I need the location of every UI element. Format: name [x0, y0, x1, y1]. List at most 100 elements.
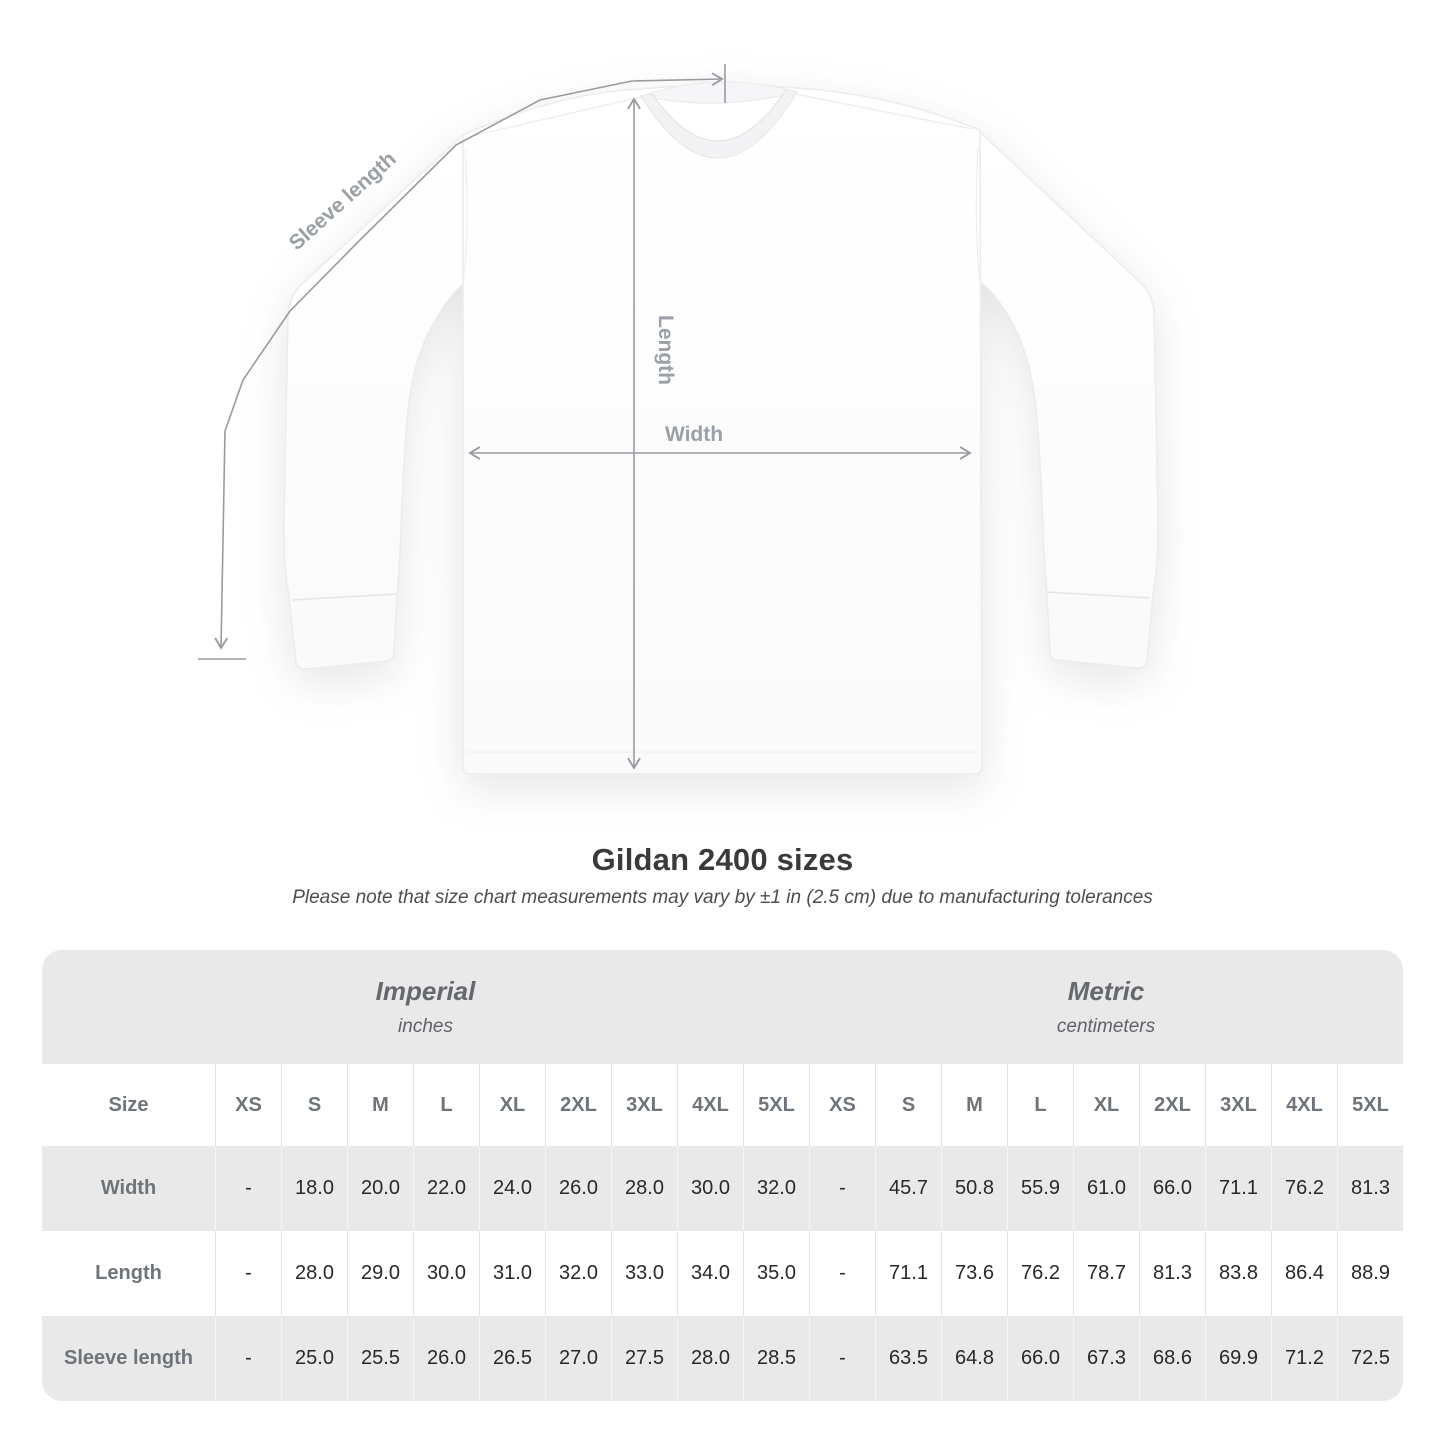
- imperial-value-cell: -: [215, 1316, 281, 1401]
- metric-value-cell: 76.2: [1271, 1146, 1337, 1231]
- metric-value-cell: -: [809, 1146, 875, 1231]
- metric-value-cell: 71.1: [1205, 1146, 1271, 1231]
- size-col-header: 5XL: [743, 1064, 809, 1146]
- imperial-value-cell: 29.0: [347, 1231, 413, 1316]
- imperial-value-cell: 28.0: [281, 1231, 347, 1316]
- shirt-right-sleeve: [979, 130, 1159, 669]
- size-col-header: 2XL: [1139, 1064, 1205, 1146]
- imperial-unit: inches: [398, 1016, 453, 1037]
- metric-value-cell: 69.9: [1205, 1316, 1271, 1401]
- imperial-value-cell: 34.0: [677, 1231, 743, 1316]
- imperial-value-cell: 27.0: [545, 1316, 611, 1401]
- imperial-value-cell: 28.5: [743, 1316, 809, 1401]
- right-cuff-seam: [1045, 591, 1151, 599]
- size-table: Imperial inches Metric centimeters Size X…: [42, 950, 1403, 1401]
- metric-value-cell: 45.7: [875, 1146, 941, 1231]
- imperial-header: Imperial inches: [42, 950, 809, 1064]
- metric-value-cell: 88.9: [1337, 1231, 1403, 1316]
- size-col-header: XL: [479, 1064, 545, 1146]
- imperial-value-cell: 32.0: [545, 1231, 611, 1316]
- title-block: Gildan 2400 sizes Please note that size …: [0, 842, 1445, 909]
- metric-value-cell: 64.8: [941, 1316, 1007, 1401]
- imperial-value-cell: 27.5: [611, 1316, 677, 1401]
- metric-unit: centimeters: [1056, 1016, 1156, 1037]
- sleeve-length-line: [214, 72, 724, 650]
- imperial-value-cell: 32.0: [743, 1146, 809, 1231]
- size-header-label: Size: [108, 1093, 149, 1116]
- width-label: Width: [665, 423, 723, 446]
- imperial-value-cell: -: [215, 1231, 281, 1316]
- measurement-lines: [198, 64, 972, 770]
- metric-value-cell: 83.8: [1205, 1231, 1271, 1316]
- metric-value-cell: 66.0: [1007, 1316, 1073, 1401]
- imperial-value-cell: 25.0: [281, 1316, 347, 1401]
- imperial-value-cell: 25.5: [347, 1316, 413, 1401]
- imperial-value-cell: 30.0: [677, 1146, 743, 1231]
- size-col-header: 3XL: [1205, 1064, 1271, 1146]
- imperial-value-cell: 24.0: [479, 1146, 545, 1231]
- imperial-title: Imperial: [375, 976, 476, 1006]
- size-col-header: XS: [809, 1064, 875, 1146]
- size-col-header: 3XL: [611, 1064, 677, 1146]
- imperial-value-cell: 26.0: [413, 1316, 479, 1401]
- size-col-header: L: [413, 1064, 479, 1146]
- imperial-value-cell: 18.0: [281, 1146, 347, 1231]
- size-col-header: XL: [1073, 1064, 1139, 1146]
- metric-value-cell: -: [809, 1231, 875, 1316]
- imperial-value-cell: -: [215, 1146, 281, 1231]
- page-subtitle: Please note that size chart measurements…: [292, 887, 1153, 908]
- metric-value-cell: 78.7: [1073, 1231, 1139, 1316]
- measure-row-label: Width: [100, 1177, 157, 1199]
- measure-row-label: Length: [95, 1262, 162, 1284]
- imperial-value-cell: 31.0: [479, 1231, 545, 1316]
- metric-value-cell: 50.8: [941, 1146, 1007, 1231]
- metric-value-cell: 81.3: [1337, 1146, 1403, 1231]
- metric-header: Metric centimeters: [809, 950, 1403, 1064]
- metric-value-cell: 71.1: [875, 1231, 941, 1316]
- metric-value-cell: 67.3: [1073, 1316, 1139, 1401]
- size-col-header: L: [1007, 1064, 1073, 1146]
- metric-value-cell: 86.4: [1271, 1231, 1337, 1316]
- size-col-header: M: [941, 1064, 1007, 1146]
- imperial-value-cell: 26.0: [545, 1146, 611, 1231]
- metric-value-cell: 72.5: [1337, 1316, 1403, 1401]
- size-col-header: S: [281, 1064, 347, 1146]
- metric-title: Metric: [1067, 976, 1145, 1006]
- size-header-row: Size XS S M L XL 2XL 3XL 4XL 5XL XS S M L XL 2XL 3XL 4XL 5…: [42, 1064, 1403, 1146]
- size-col-header: 2XL: [545, 1064, 611, 1146]
- size-col-header: 4XL: [1271, 1064, 1337, 1146]
- metric-value-cell: 63.5: [875, 1316, 941, 1401]
- right-shoulder-seam: [789, 92, 973, 130]
- right-armpit-crease: [975, 145, 981, 283]
- imperial-value-cell: 28.0: [677, 1316, 743, 1401]
- size-col-header: 5XL: [1337, 1064, 1403, 1146]
- size-col-header: S: [875, 1064, 941, 1146]
- imperial-value-cell: 33.0: [611, 1231, 677, 1316]
- shirt-diagram-svg: Sleeve length Length Width: [198, 64, 1159, 775]
- metric-value-cell: 76.2: [1007, 1231, 1073, 1316]
- imperial-value-cell: 35.0: [743, 1231, 809, 1316]
- table-row-sleeve-length: Sleeve length -25.0 25.5 26.0 26.5 27.0 27.5 28…: [42, 1316, 1403, 1401]
- metric-value-cell: -: [809, 1316, 875, 1401]
- size-diagram: Sleeve length Length Width: [198, 64, 1159, 775]
- size-col-header: 4XL: [677, 1064, 743, 1146]
- length-label: Length: [654, 315, 677, 385]
- unit-header-band: Imperial inches Metric centimeters: [42, 950, 1403, 1064]
- metric-value-cell: 68.6: [1139, 1316, 1205, 1401]
- metric-value-cell: 66.0: [1139, 1146, 1205, 1231]
- metric-value-cell: 73.6: [941, 1231, 1007, 1316]
- size-col-header: XS: [215, 1064, 281, 1146]
- metric-value-cell: 55.9: [1007, 1146, 1073, 1231]
- metric-value-cell: 61.0: [1073, 1146, 1139, 1231]
- imperial-value-cell: 26.5: [479, 1316, 545, 1401]
- page-title: Gildan 2400 sizes: [591, 842, 854, 877]
- size-grid: Size XS S M L XL 2XL 3XL 4XL 5XL XS S M L XL 2XL 3XL 4XL 5…: [42, 1064, 1403, 1401]
- imperial-value-cell: 22.0: [413, 1146, 479, 1231]
- imperial-value-cell: 30.0: [413, 1231, 479, 1316]
- metric-value-cell: 71.2: [1271, 1316, 1337, 1401]
- imperial-value-cell: 28.0: [611, 1146, 677, 1231]
- imperial-value-cell: 20.0: [347, 1146, 413, 1231]
- metric-value-cell: 81.3: [1139, 1231, 1205, 1316]
- measure-row-label: Sleeve length: [64, 1347, 193, 1369]
